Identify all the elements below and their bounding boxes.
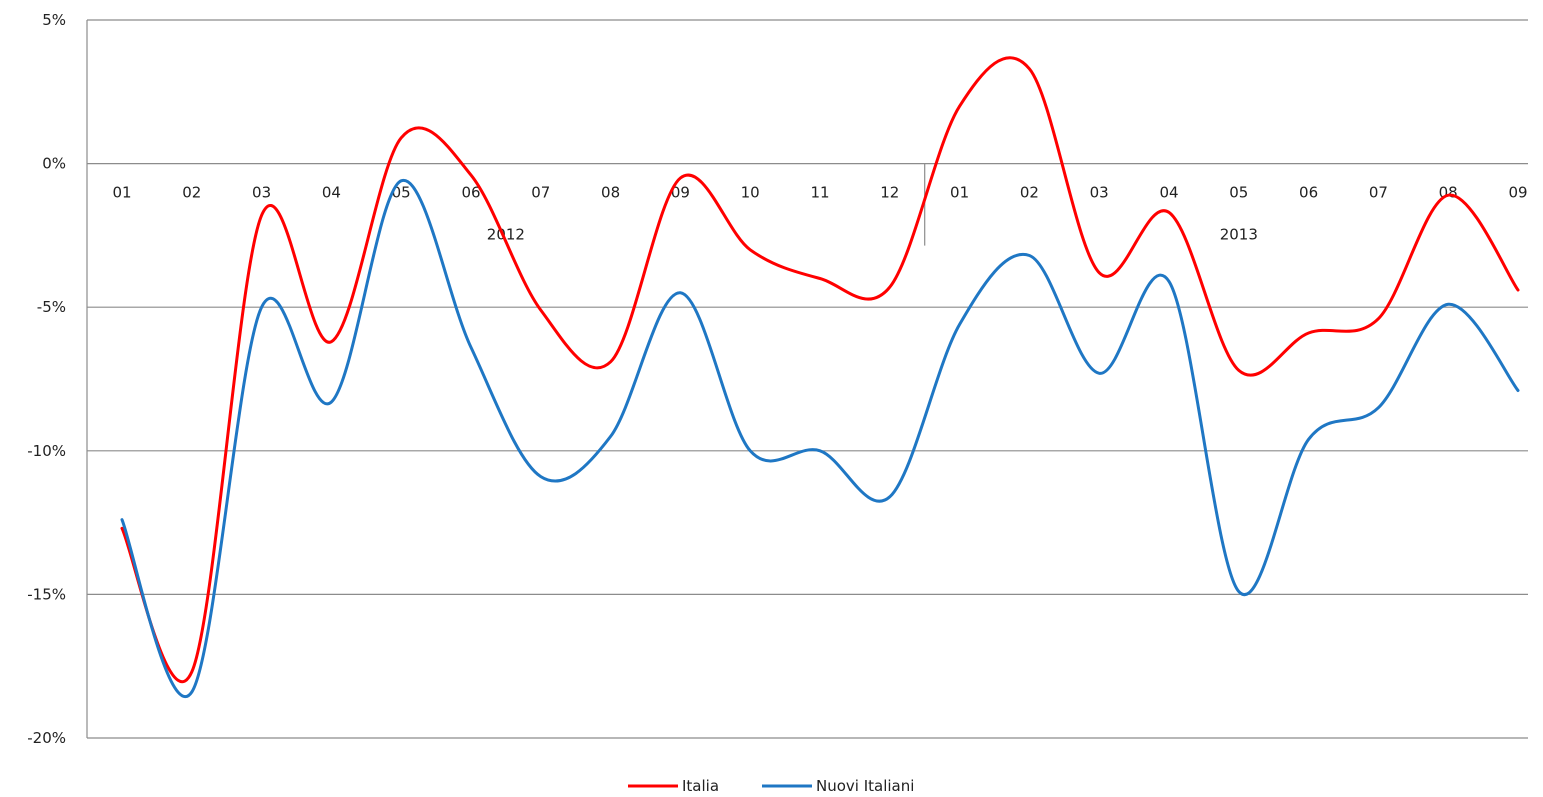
- gridlines: [87, 19, 1528, 739]
- x-axis: 01 02 03 04 05 06 07 08 09 10 11 12 01 02 03 04 05 06 07 08…: [112, 163, 1528, 246]
- x-tick-label: 09: [1508, 184, 1527, 202]
- x-tick-label: 02: [1020, 184, 1039, 202]
- x-tick-label: 04: [1159, 184, 1178, 202]
- x-year-label: 2013: [1220, 226, 1258, 244]
- x-tick-label: 05: [392, 184, 411, 202]
- legend-label-italia: Italia: [682, 777, 719, 795]
- x-tick-label: 03: [1090, 184, 1109, 202]
- y-tick-label: -20%: [27, 729, 66, 747]
- x-tick-label: 12: [880, 184, 899, 202]
- x-tick-label: 07: [531, 184, 550, 202]
- x-tick-label: 04: [322, 184, 341, 202]
- x-tick-label: 01: [112, 184, 131, 202]
- y-tick-label: 0%: [42, 155, 66, 173]
- x-tick-label: 03: [252, 184, 271, 202]
- x-tick-label: 01: [950, 184, 969, 202]
- y-tick-label: 5%: [42, 11, 66, 29]
- legend-label-nuovi-italiani: Nuovi Italiani: [816, 777, 914, 795]
- x-tick-label: 11: [810, 184, 829, 202]
- x-tick-label: 02: [182, 184, 201, 202]
- legend: Italia Nuovi Italiani: [628, 777, 914, 795]
- y-tick-label: -15%: [27, 585, 66, 603]
- x-tick-label: 07: [1369, 184, 1388, 202]
- x-tick-label: 05: [1229, 184, 1248, 202]
- y-tick-label: -5%: [37, 298, 66, 316]
- x-tick-label: 06: [1299, 184, 1318, 202]
- y-tick-label: -10%: [27, 442, 66, 460]
- x-tick-label: 06: [461, 184, 480, 202]
- x-tick-label: 09: [671, 184, 690, 202]
- series-line-nuovi-italiani: [120, 179, 1520, 698]
- series-lines: [120, 56, 1520, 698]
- series-line-italia: [120, 56, 1520, 684]
- y-axis: 5% 0% -5% -10% -15% -20%: [27, 11, 88, 747]
- x-tick-label: 08: [601, 184, 620, 202]
- x-year-label: 2012: [487, 226, 525, 244]
- x-tick-label: 10: [741, 184, 760, 202]
